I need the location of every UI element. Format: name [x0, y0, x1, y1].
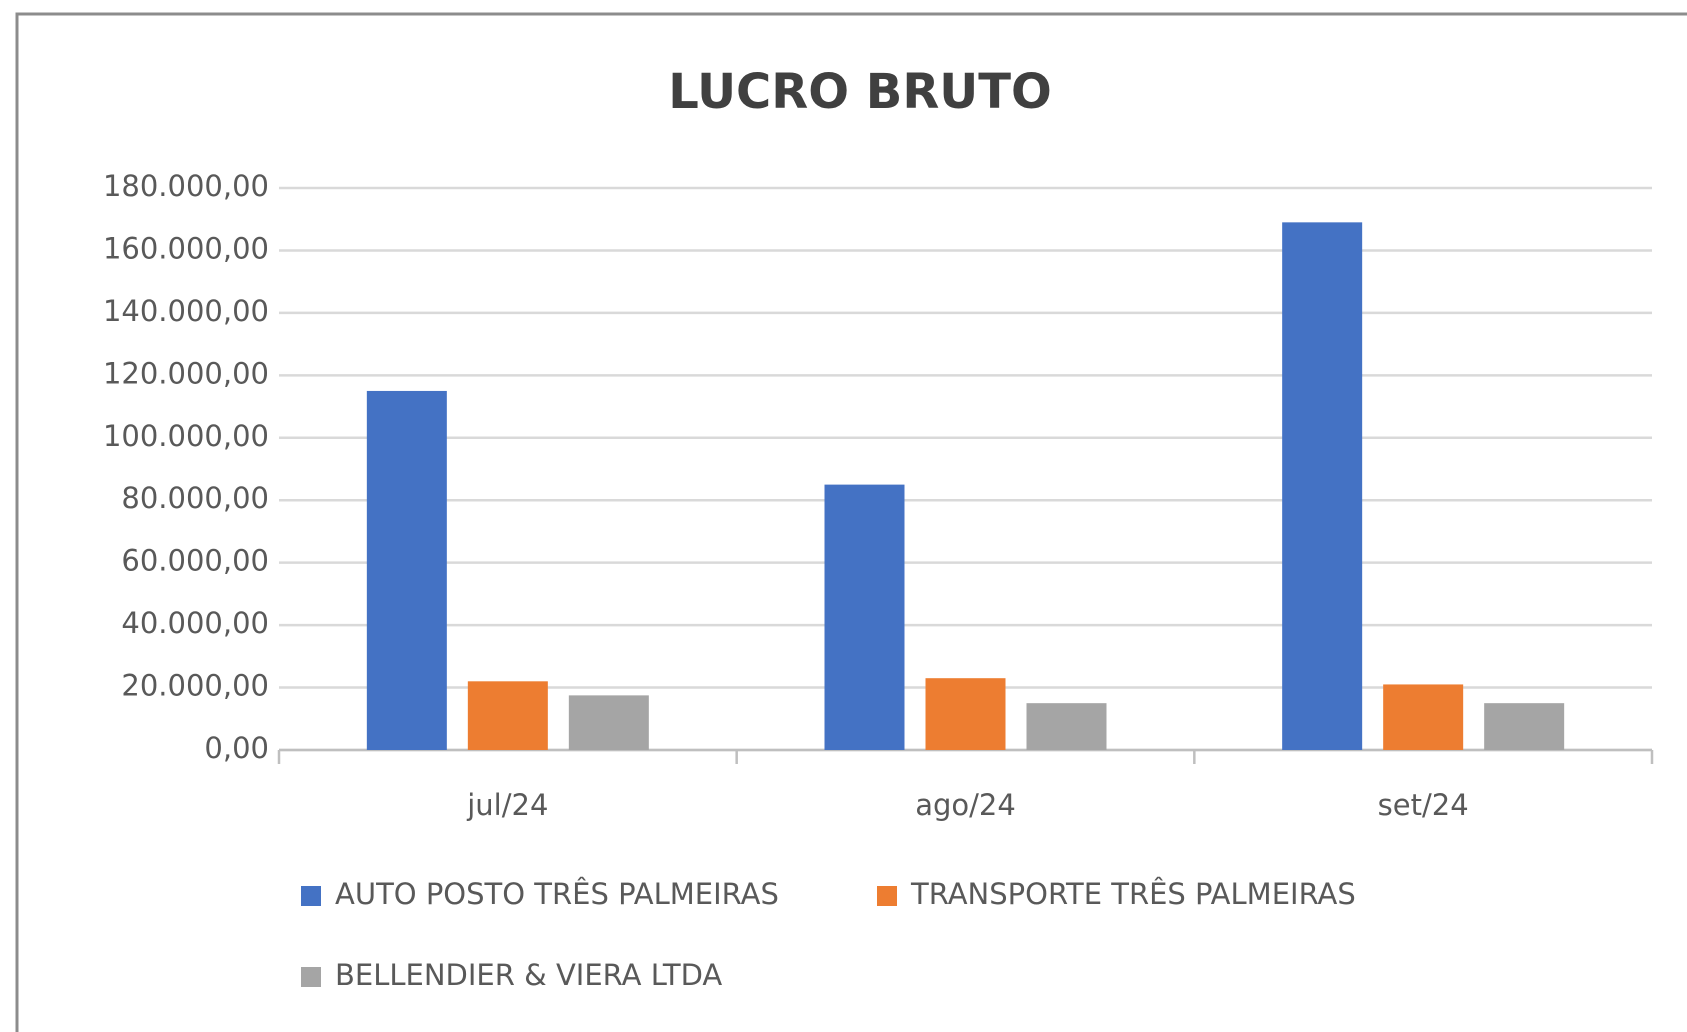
y-tick-label: 160.000,00: [103, 231, 269, 265]
y-tick-label: 120.000,00: [103, 356, 269, 390]
bar: [467, 681, 548, 750]
legend-label: TRANSPORTE TRÊS PALMEIRAS: [910, 877, 1356, 911]
y-tick-label: 80.000,00: [121, 481, 269, 515]
x-tick-label: jul/24: [466, 788, 548, 822]
y-tick-label: 100.000,00: [103, 419, 269, 453]
bar: [925, 678, 1006, 750]
y-tick-label: 0,00: [204, 731, 269, 765]
legend-swatch: [301, 967, 321, 987]
y-tick-label: 20.000,00: [121, 669, 269, 703]
bar: [1484, 703, 1565, 750]
y-tick-label: 40.000,00: [121, 606, 269, 640]
bar: [1282, 222, 1363, 750]
y-tick-label: 180.000,00: [103, 169, 269, 203]
legend-swatch: [877, 886, 897, 906]
x-tick-label: set/24: [1378, 788, 1469, 822]
bar: [568, 695, 649, 750]
chart-title: LUCRO BRUTO: [668, 64, 1052, 120]
bar: [824, 484, 905, 750]
y-tick-label: 60.000,00: [121, 544, 269, 578]
bar: [1026, 703, 1107, 750]
y-tick-label: 140.000,00: [103, 294, 269, 328]
legend-label: AUTO POSTO TRÊS PALMEIRAS: [335, 877, 779, 911]
legend-label: BELLENDIER & VIERA LTDA: [335, 958, 722, 992]
legend-swatch: [301, 886, 321, 906]
bar: [366, 390, 447, 750]
x-tick-label: ago/24: [915, 788, 1016, 822]
bar: [1383, 684, 1464, 750]
